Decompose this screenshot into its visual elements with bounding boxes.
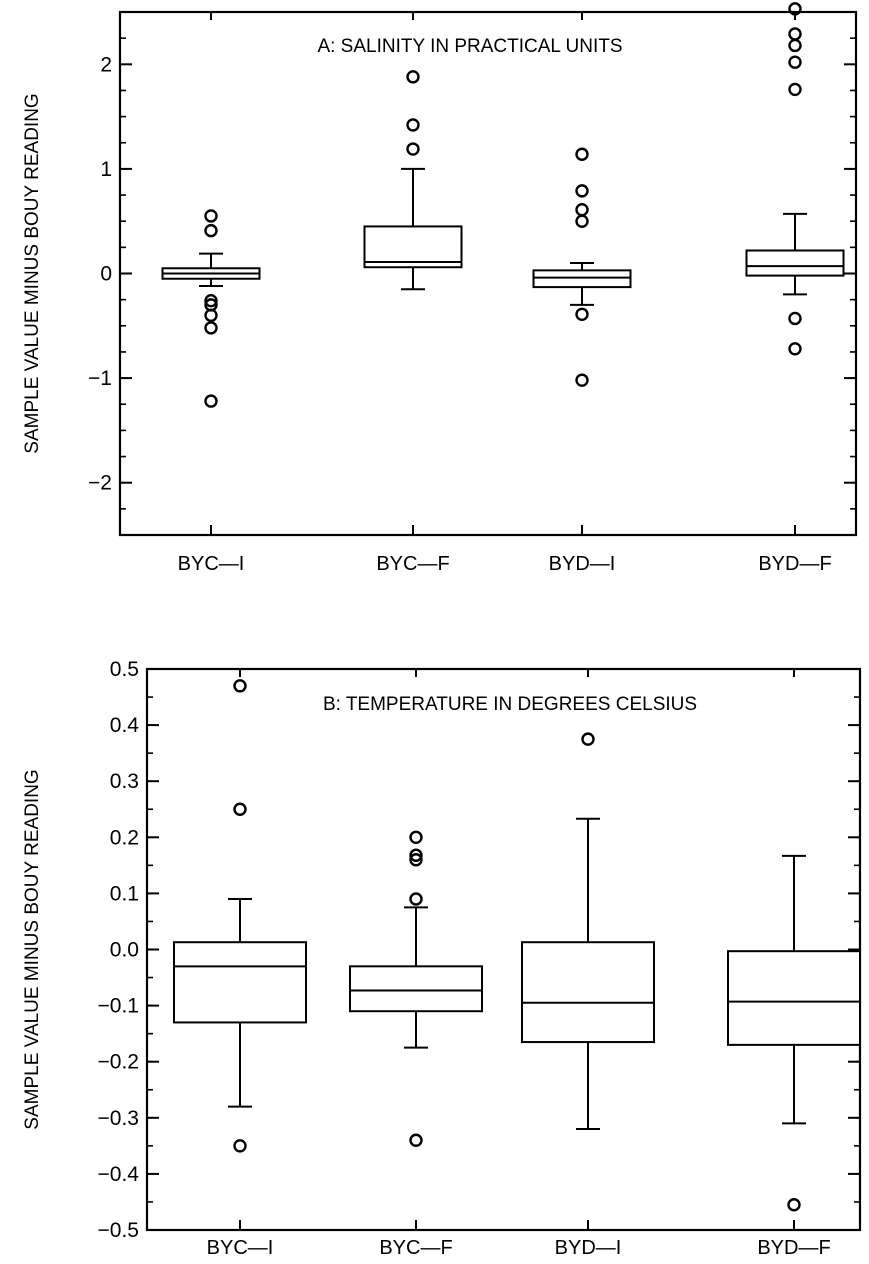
panel-title: B: TEMPERATURE IN DEGREES CELSIUS: [323, 694, 697, 715]
iqr-box: [727, 950, 861, 1046]
y-tick-label: 0.4: [110, 714, 140, 737]
outlier-point: [787, 1198, 801, 1212]
outlier-point: [575, 147, 589, 161]
outlier-point: [788, 311, 802, 326]
outlier-point: [575, 184, 589, 198]
y-axis-label: SAMPLE VALUE MINUS BOUY READING: [22, 769, 43, 1129]
x-category-label: BYD—I: [555, 1237, 622, 1259]
iqr-box: [532, 269, 632, 289]
outlier-point: [788, 38, 802, 53]
iqr-box: [363, 225, 463, 269]
box-3: [745, 2, 845, 356]
outlier-point: [788, 82, 802, 97]
x-category-label: BYC—F: [379, 1237, 452, 1259]
y-tick-label: 1: [100, 158, 112, 181]
outlier-point: [575, 214, 589, 228]
iqr-box: [173, 941, 307, 1024]
iqr-box: [521, 941, 655, 1044]
x-category-label: BYD—F: [757, 1237, 830, 1259]
outlier-point: [204, 321, 218, 335]
y-tick-label: 0.3: [110, 770, 139, 793]
temperature-boxplot: −0.5 −0.4 −0.3 −0.2 −0.1 0.0 0.1 0.2 0.3 0.4 0.5 BY…: [22, 658, 862, 1259]
outlier-point: [575, 307, 589, 321]
box-3: [727, 854, 861, 1212]
box-0: [173, 679, 307, 1153]
outlier-point: [204, 223, 218, 238]
x-category-label: BYC—I: [207, 1237, 274, 1259]
outlier-point: [575, 373, 589, 387]
outlier-point: [406, 70, 420, 84]
box-1: [349, 830, 483, 1147]
y-tick-label: −0.1: [98, 995, 139, 1018]
y-tick-label: 0.1: [110, 882, 139, 905]
panel-title: A: SALINITY IN PRACTICAL UNITS: [317, 36, 622, 57]
box-0: [161, 209, 261, 408]
outlier-point: [233, 1139, 247, 1153]
outlier-point: [204, 308, 218, 323]
outlier-point: [409, 830, 423, 844]
outlier-point: [406, 142, 420, 156]
outlier-point: [204, 293, 218, 308]
box-2: [532, 147, 632, 387]
outlier-point: [409, 892, 423, 906]
outlier-point: [233, 679, 247, 693]
outlier-point: [788, 342, 802, 356]
y-tick-label: 0.2: [110, 826, 139, 849]
y-tick-label: −2: [88, 472, 112, 495]
x-category-label: BYC—F: [376, 553, 449, 575]
y-tick-label: −0.4: [98, 1163, 140, 1186]
outlier-point: [409, 848, 423, 862]
y-tick-label: −0.5: [98, 1219, 139, 1242]
outlier-point: [204, 394, 218, 408]
outlier-point: [581, 732, 595, 746]
y-axis-label: SAMPLE VALUE MINUS BOUY READING: [22, 93, 43, 453]
outlier-point: [233, 802, 247, 816]
salinity-boxplot: −2 −1 0 1 2 BYC—I BYC—F BYD—I BYD—F A: SALINITY I…: [22, 2, 858, 575]
box-2: [521, 732, 655, 1131]
y-tick-label: 0.0: [110, 939, 139, 962]
outlier-point: [406, 118, 420, 132]
outlier-point: [409, 1133, 423, 1147]
iqr-box: [349, 965, 483, 1013]
outlier-point: [575, 202, 589, 217]
outlier-point: [788, 55, 802, 69]
y-tick-label: 0: [100, 263, 112, 286]
outlier-point: [409, 853, 423, 867]
box-1: [363, 70, 463, 291]
y-tick-label: −0.3: [98, 1107, 139, 1130]
outlier-point: [204, 209, 218, 223]
x-category-label: BYC—I: [178, 553, 245, 575]
y-tick-label: 2: [100, 53, 112, 76]
x-category-label: BYD—I: [549, 553, 616, 575]
outlier-point: [788, 2, 802, 16]
y-tick-label: 0.5: [110, 658, 139, 681]
y-tick-label: −1: [88, 367, 112, 390]
outlier-point: [788, 27, 802, 41]
iqr-box: [745, 249, 845, 277]
x-category-label: BYD—F: [758, 553, 831, 575]
y-tick-label: −0.2: [98, 1051, 139, 1074]
